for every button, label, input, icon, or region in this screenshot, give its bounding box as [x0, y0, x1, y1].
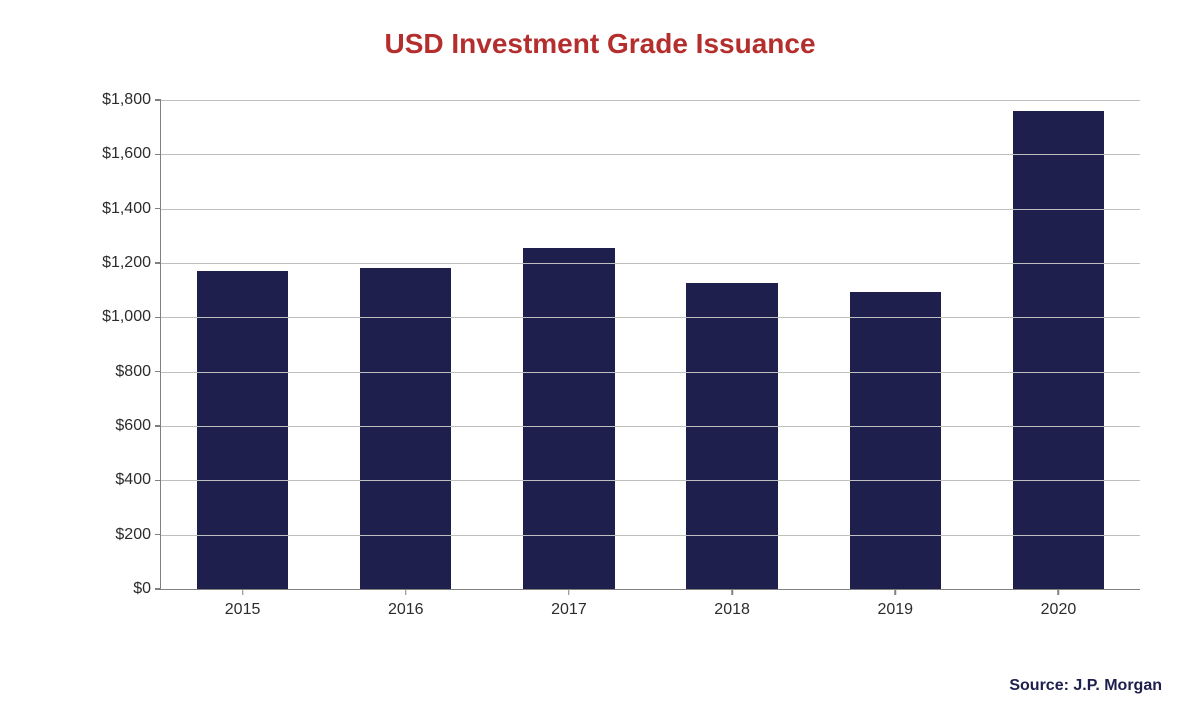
plot-area: 201520162017201820192020 $0$200$400$600$… — [160, 100, 1140, 590]
bar-slot: 2018 — [651, 100, 814, 589]
bar — [197, 271, 288, 589]
y-tick-label: $600 — [115, 417, 151, 435]
y-tick-label: $400 — [115, 471, 151, 489]
gridline — [161, 263, 1140, 264]
y-tick-label: $800 — [115, 363, 151, 381]
bar — [523, 248, 614, 589]
chart-title: USD Investment Grade Issuance — [0, 0, 1200, 60]
x-tick-label: 2016 — [388, 601, 424, 619]
x-tick-label: 2020 — [1041, 601, 1077, 619]
y-tick-label: $1,400 — [102, 200, 151, 218]
y-tick-label: $1,000 — [102, 308, 151, 326]
y-tick-label: $1,200 — [102, 254, 151, 272]
x-tick-mark — [242, 589, 244, 595]
gridline — [161, 372, 1140, 373]
bar-slot: 2020 — [977, 100, 1140, 589]
x-tick-mark — [405, 589, 407, 595]
gridline — [161, 480, 1140, 481]
y-tick-mark — [155, 154, 161, 156]
bar-slot: 2017 — [487, 100, 650, 589]
chart-container: 201520162017201820192020 $0$200$400$600$… — [80, 90, 1150, 630]
bar-slot: 2015 — [161, 100, 324, 589]
y-tick-mark — [155, 317, 161, 319]
gridline — [161, 209, 1140, 210]
y-tick-mark — [155, 480, 161, 482]
y-tick-mark — [155, 425, 161, 427]
y-tick-label: $0 — [133, 580, 151, 598]
y-tick-mark — [155, 99, 161, 101]
y-tick-label: $1,600 — [102, 145, 151, 163]
bar — [850, 292, 941, 589]
source-attribution: Source: J.P. Morgan — [1009, 677, 1162, 695]
y-tick-mark — [155, 208, 161, 210]
bar — [1013, 111, 1104, 589]
y-tick-label: $200 — [115, 526, 151, 544]
bar-slot: 2019 — [814, 100, 977, 589]
x-tick-label: 2019 — [877, 601, 913, 619]
y-tick-mark — [155, 588, 161, 590]
gridline — [161, 154, 1140, 155]
gridline — [161, 317, 1140, 318]
bar-slot: 2016 — [324, 100, 487, 589]
y-tick-label: $1,800 — [102, 91, 151, 109]
gridline — [161, 100, 1140, 101]
x-tick-mark — [1058, 589, 1060, 595]
y-tick-mark — [155, 534, 161, 536]
x-tick-mark — [731, 589, 733, 595]
bar — [686, 283, 777, 589]
x-tick-mark — [568, 589, 570, 595]
x-tick-label: 2018 — [714, 601, 750, 619]
x-tick-label: 2015 — [225, 601, 261, 619]
y-tick-mark — [155, 371, 161, 373]
gridline — [161, 535, 1140, 536]
gridline — [161, 426, 1140, 427]
x-tick-label: 2017 — [551, 601, 587, 619]
y-tick-mark — [155, 262, 161, 264]
x-tick-mark — [895, 589, 897, 595]
bars-group: 201520162017201820192020 — [161, 100, 1140, 589]
